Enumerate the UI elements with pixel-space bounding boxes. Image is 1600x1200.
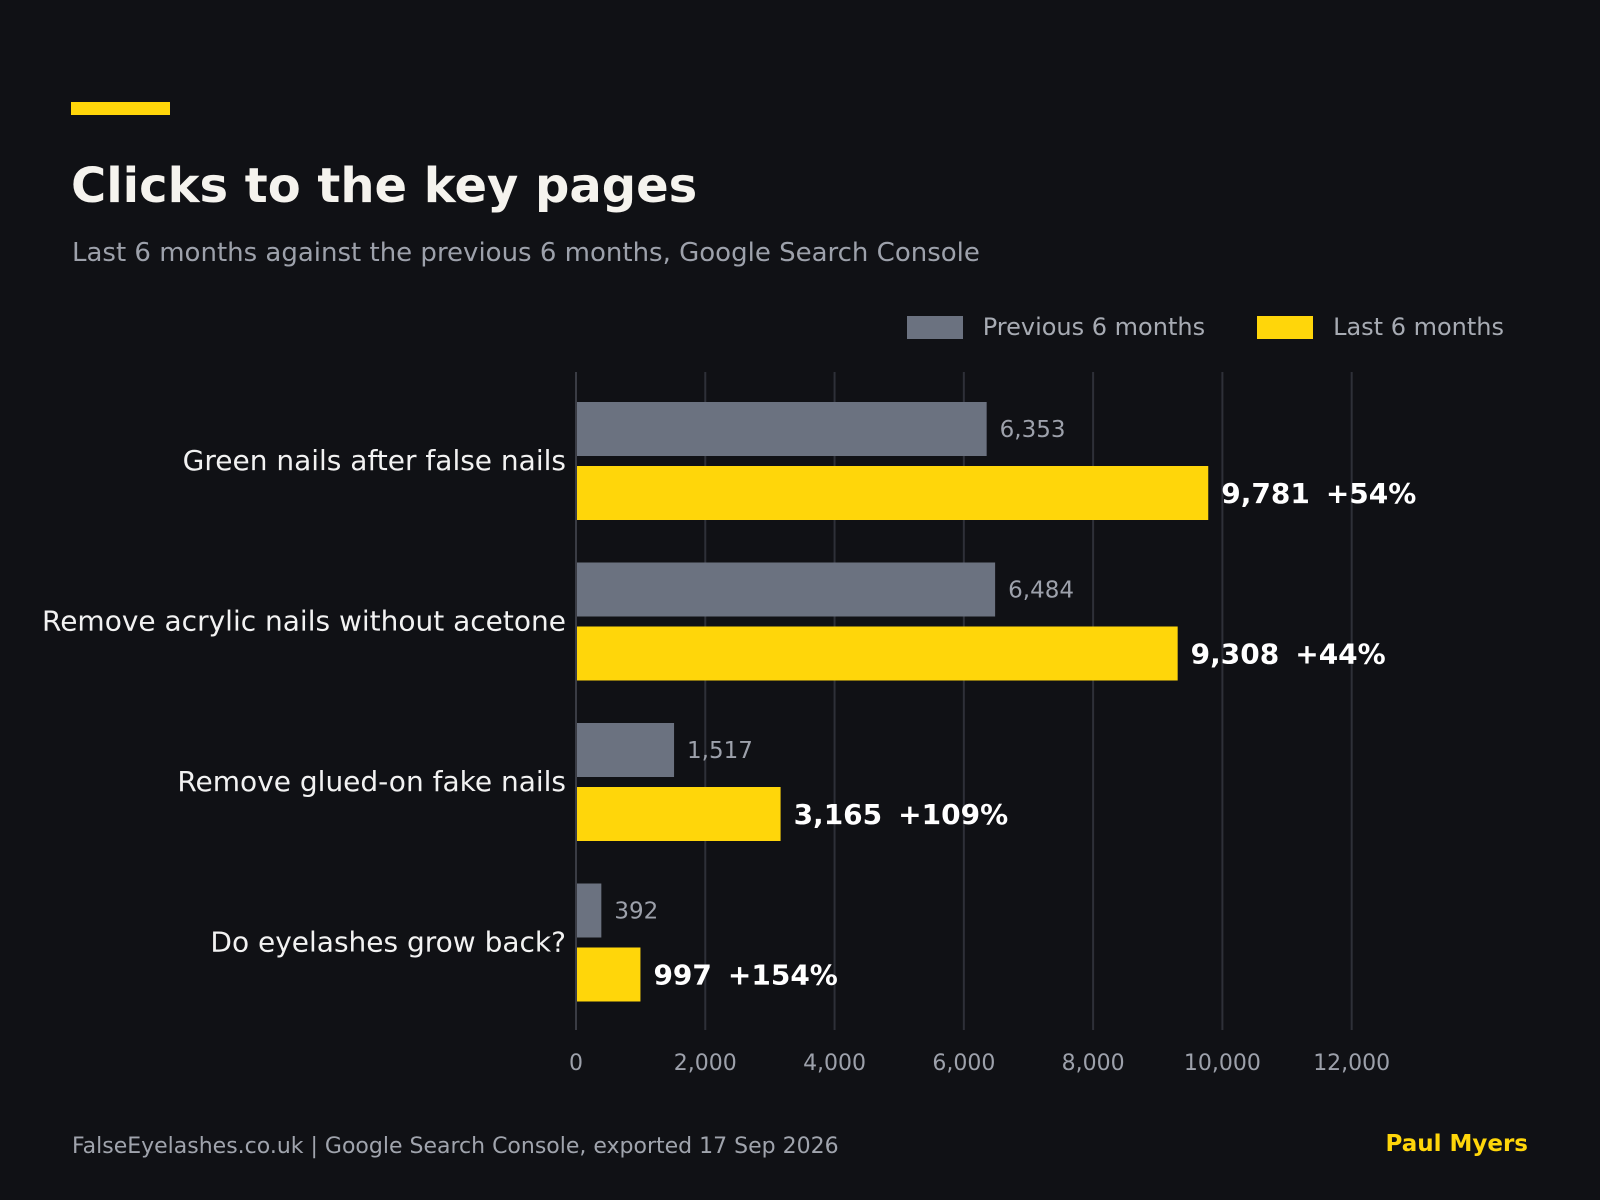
value-label-last: 3,165 +109% bbox=[794, 798, 1009, 831]
legend-swatch-last bbox=[1257, 315, 1314, 339]
legend-item-last: Last 6 months bbox=[1257, 313, 1504, 341]
category-label: Remove acrylic nails without acetone bbox=[42, 605, 566, 638]
bar-last bbox=[576, 466, 1209, 520]
value-label-previous: 392 bbox=[614, 899, 658, 925]
bar-last bbox=[576, 947, 641, 1002]
bar-last bbox=[576, 787, 781, 841]
x-tick-label: 0 bbox=[569, 1051, 583, 1076]
x-tick-label: 2,000 bbox=[674, 1051, 737, 1076]
legend-label-last: Last 6 months bbox=[1333, 313, 1504, 341]
value-label-last: 9,308 +44% bbox=[1191, 638, 1386, 671]
change-label: +154% bbox=[728, 959, 838, 992]
bar-previous bbox=[576, 562, 996, 617]
change-label: +44% bbox=[1295, 638, 1385, 671]
value-label-last: 9,781 +54% bbox=[1221, 477, 1416, 510]
legend-item-previous: Previous 6 months bbox=[906, 313, 1206, 341]
value-label-last-number: 3,165 bbox=[794, 798, 883, 831]
x-tick-label: 6,000 bbox=[932, 1051, 995, 1076]
footer-author: Paul Myers bbox=[1385, 1131, 1528, 1157]
value-label-previous: 1,517 bbox=[687, 738, 753, 764]
bar-chart: 0 2,000 4,000 6,000 8,000 10,000 12,000 Green n… bbox=[42, 372, 1416, 1076]
legend: Previous 6 months Last 6 months bbox=[906, 313, 1504, 341]
chart-subtitle: Last 6 months against the previous 6 mon… bbox=[72, 238, 980, 268]
change-label: +109% bbox=[898, 798, 1008, 831]
value-label-last-number: 997 bbox=[653, 959, 711, 992]
change-label: +54% bbox=[1326, 477, 1416, 510]
accent-bar bbox=[71, 102, 170, 115]
chart-title: Clicks to the key pages bbox=[71, 158, 698, 214]
value-label-previous: 6,484 bbox=[1008, 578, 1074, 604]
category-label: Green nails after false nails bbox=[183, 444, 566, 477]
x-tick-label: 10,000 bbox=[1184, 1051, 1261, 1076]
bar-previous bbox=[576, 723, 675, 777]
bar-previous bbox=[576, 402, 987, 456]
bar-previous bbox=[576, 883, 602, 938]
category-label: Do eyelashes grow back? bbox=[210, 926, 566, 959]
legend-swatch-previous bbox=[906, 315, 963, 339]
value-label-last-number: 9,781 bbox=[1221, 477, 1310, 510]
category-label: Remove glued-on fake nails bbox=[177, 765, 566, 798]
x-tick-label: 4,000 bbox=[803, 1051, 866, 1076]
footer-source: FalseEyelashes.co.uk | Google Search Con… bbox=[72, 1134, 839, 1159]
value-label-last: 997 +154% bbox=[653, 959, 837, 992]
bar-last bbox=[576, 626, 1178, 681]
value-label-last-number: 9,308 bbox=[1191, 638, 1280, 671]
value-label-previous: 6,353 bbox=[1000, 417, 1066, 443]
x-tick-label: 12,000 bbox=[1313, 1051, 1390, 1076]
legend-label-previous: Previous 6 months bbox=[982, 313, 1206, 341]
x-tick-label: 8,000 bbox=[1062, 1051, 1125, 1076]
